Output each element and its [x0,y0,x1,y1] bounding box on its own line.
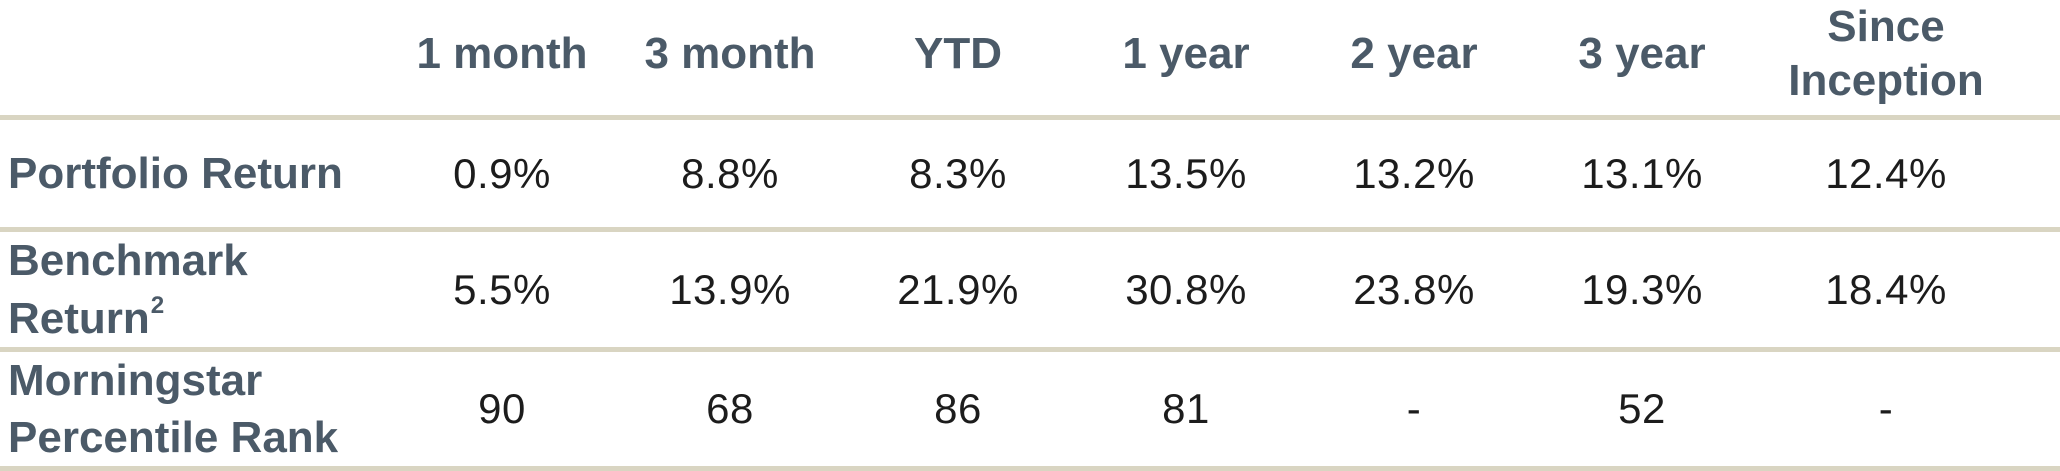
value-cell: 86 [934,384,982,432]
column-header-ytd: YTD [914,28,1002,78]
row-label-text: Portfolio Return [8,149,343,199]
value-cell: 19.3% [1581,265,1703,313]
value-cell: 18.4% [1825,265,1947,313]
value-cell: 23.8% [1353,265,1475,313]
value-cell: 81 [1162,384,1210,432]
value-cell: 8.3% [909,149,1007,197]
value-cell: 12.4% [1825,149,1947,197]
value-cell: - [1878,384,1894,432]
row-label-line-1: Morningstar [8,355,263,405]
table-row-benchmark-return: Benchmark Return2 5.5% 13.9% 21.9% 30.8%… [0,230,2060,350]
value-cell: - [1406,384,1422,432]
table-header-row: 1 month 3 month YTD 1 year 2 year 3 year… [0,0,2060,118]
value-cell: 90 [478,384,526,432]
value-cell: 21.9% [897,265,1019,313]
table-row-portfolio-return: Portfolio Return 0.9% 8.8% 8.3% 13.5% 13… [0,118,2060,230]
value-cell: 13.5% [1125,149,1247,197]
row-label-morningstar-percentile-rank: Morningstar Percentile Rank [0,349,388,468]
column-header-2-year: 2 year [1350,28,1478,78]
row-label-line-2: Percentile Rank [8,412,339,462]
column-header-3-year: 3 year [1578,28,1706,78]
row-label-line-2: Return [8,293,150,343]
value-cell: 13.2% [1353,149,1475,197]
table-row-morningstar-percentile-rank: Morningstar Percentile Rank 90 68 86 81 … [0,349,2060,469]
value-cell: 30.8% [1125,265,1247,313]
column-header-since-inception: Since Inception [1788,2,1984,105]
value-cell: 13.9% [669,265,791,313]
value-cell: 13.1% [1581,149,1703,197]
column-header-1-month: 1 month [416,28,588,78]
value-cell: 8.8% [681,149,779,197]
value-cell: 68 [706,384,754,432]
column-header-3-month: 3 month [644,28,816,78]
value-cell: 52 [1618,384,1666,432]
row-label-benchmark-return: Benchmark Return2 [0,230,388,349]
row-label-line-1: Benchmark [8,236,248,286]
value-cell: 0.9% [453,149,551,197]
row-label-portfolio-return: Portfolio Return [0,118,388,230]
footnote-superscript: 2 [150,292,165,320]
column-header-1-year: 1 year [1122,28,1250,78]
value-cell: 5.5% [453,265,551,313]
corner-cell [0,0,388,118]
